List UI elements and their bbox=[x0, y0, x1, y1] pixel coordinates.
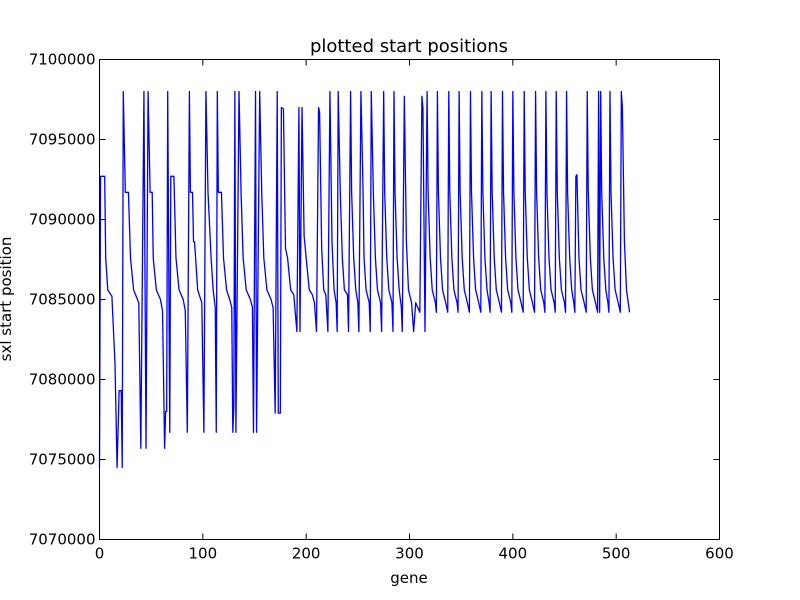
y-axis-label: sxl start position bbox=[0, 237, 15, 362]
x-tick-label: 300 bbox=[395, 545, 424, 563]
y-tick-label: 7090000 bbox=[29, 211, 96, 229]
y-tick-label: 7070000 bbox=[29, 531, 96, 549]
x-tick-label: 500 bbox=[602, 545, 631, 563]
x-axis-label: gene bbox=[390, 569, 428, 587]
plot-area bbox=[98, 90, 631, 469]
x-tick-label: 200 bbox=[292, 545, 321, 563]
x-tick-label: 600 bbox=[705, 545, 734, 563]
y-tick-label: 7100000 bbox=[29, 51, 96, 69]
x-tick-label: 0 bbox=[95, 545, 105, 563]
x-tick-label: 400 bbox=[499, 545, 528, 563]
y-tick-label: 7085000 bbox=[29, 291, 96, 309]
chart-title: plotted start positions bbox=[310, 36, 508, 57]
x-tick-label: 100 bbox=[189, 545, 218, 563]
y-tick-label: 7080000 bbox=[29, 371, 96, 389]
data-line bbox=[98, 90, 631, 469]
y-tick-label: 7075000 bbox=[29, 451, 96, 469]
y-tick-label: 7095000 bbox=[29, 131, 96, 149]
